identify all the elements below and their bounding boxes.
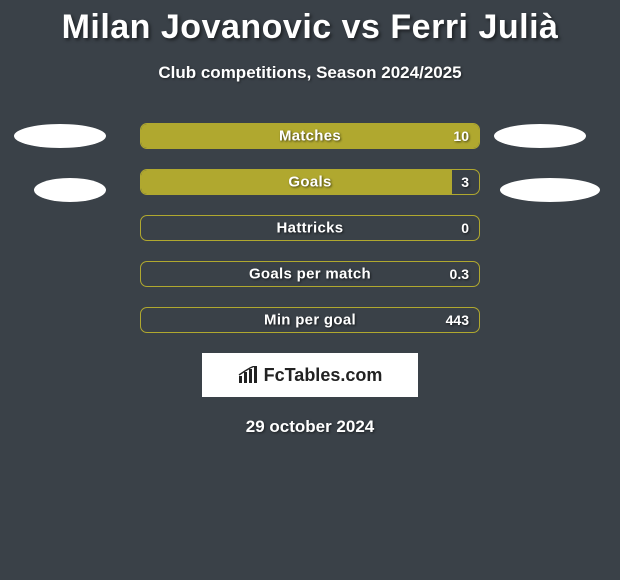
player-shape-left-2: [34, 178, 106, 202]
logo[interactable]: FcTables.com: [202, 353, 418, 397]
player-shape-right-1: [494, 124, 586, 148]
stat-value: 3: [461, 174, 469, 190]
player-shape-left-1: [14, 124, 106, 148]
stat-label: Min per goal: [141, 312, 479, 329]
stat-label: Matches: [141, 128, 479, 145]
stat-value: 443: [446, 312, 469, 328]
stat-value: 0.3: [450, 266, 469, 282]
stat-value: 10: [453, 128, 469, 144]
stats-container: Matches 10 Goals 3 Hattricks 0 Goals per…: [140, 123, 480, 333]
stat-row-goals-per-match: Goals per match 0.3: [140, 261, 480, 287]
stat-row-min-per-goal: Min per goal 443: [140, 307, 480, 333]
stat-row-goals: Goals 3: [140, 169, 480, 195]
date: 29 october 2024: [0, 417, 620, 437]
bar-chart-icon: [238, 366, 260, 384]
player-shape-right-2: [500, 178, 600, 202]
stat-label: Goals: [141, 174, 479, 191]
logo-text: FcTables.com: [264, 365, 383, 386]
stat-value: 0: [461, 220, 469, 236]
stat-row-hattricks: Hattricks 0: [140, 215, 480, 241]
page-title: Milan Jovanovic vs Ferri Julià: [0, 0, 620, 47]
stat-row-matches: Matches 10: [140, 123, 480, 149]
subtitle: Club competitions, Season 2024/2025: [0, 63, 620, 83]
stat-label: Goals per match: [141, 266, 479, 283]
stat-label: Hattricks: [141, 220, 479, 237]
